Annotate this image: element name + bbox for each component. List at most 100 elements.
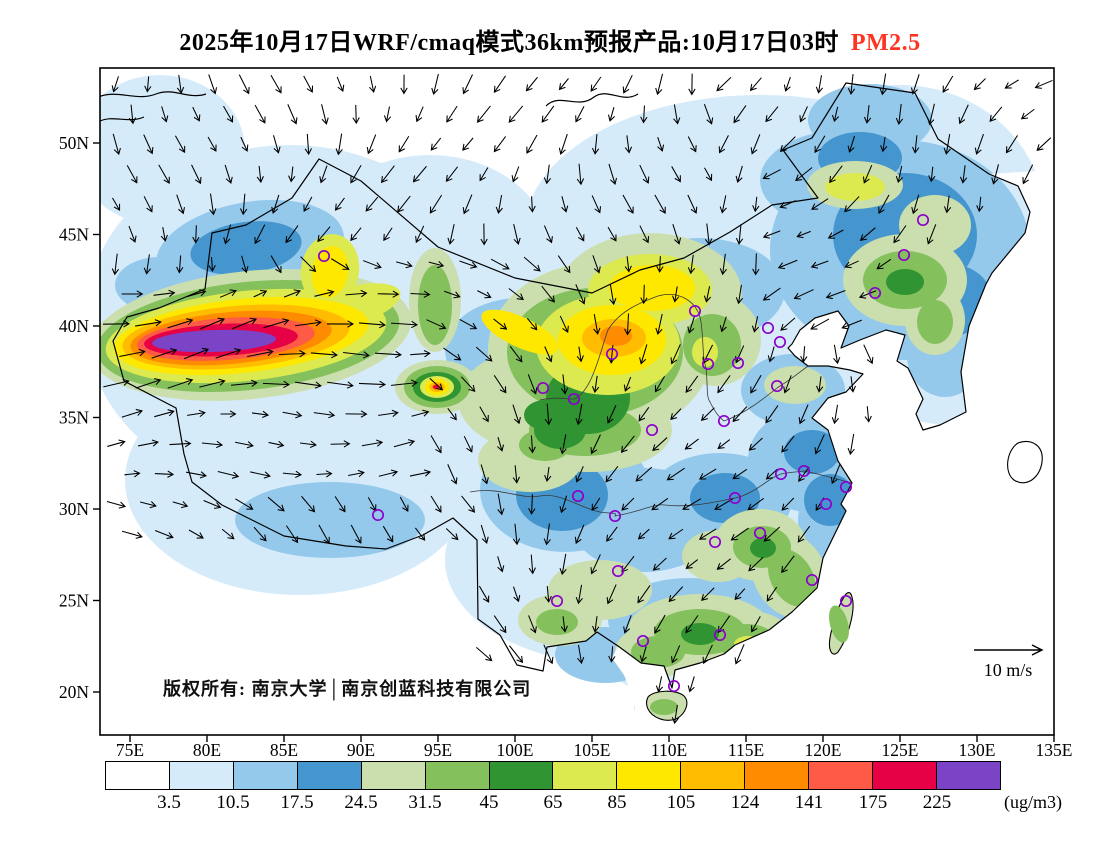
- wind-arrow: [301, 495, 316, 513]
- wind-arrow: [543, 523, 551, 546]
- wind-arrow: [262, 380, 291, 389]
- wind-arrow: [509, 645, 524, 664]
- wind-arrow: [576, 163, 585, 186]
- hainan-inner-region: [650, 699, 678, 715]
- wind-arrow: [111, 76, 119, 93]
- wind-arrow: [223, 105, 234, 123]
- wind-arrow: [544, 346, 553, 363]
- wind-arrow: [253, 289, 268, 298]
- wind-arrow: [698, 468, 717, 480]
- wind-arrow: [350, 524, 362, 544]
- wind-arrow: [639, 225, 650, 244]
- wind-arrow: [240, 136, 249, 152]
- wind-arrow: [654, 376, 665, 393]
- wind-arrow: [208, 256, 216, 273]
- wind-arrow: [624, 313, 632, 336]
- wind-arrow: [591, 497, 601, 511]
- wind-arrow: [207, 136, 217, 152]
- city-marker: [717, 414, 731, 428]
- wind-arrow: [445, 528, 459, 541]
- wind-arrow: [447, 464, 458, 485]
- wind-arrow: [591, 134, 600, 155]
- wind-arrow: [316, 470, 333, 478]
- wind-arrow: [606, 405, 617, 424]
- wind-arrow: [459, 318, 478, 330]
- wind-arrow: [378, 409, 399, 417]
- wind-arrow: [526, 317, 538, 331]
- wind-arrow: [635, 466, 653, 482]
- wind-arrow: [687, 194, 698, 214]
- wind-arrow: [174, 135, 186, 154]
- pm25-concentration-field: [100, 75, 1054, 735]
- wind-arrow: [412, 165, 427, 183]
- wind-arrow: [541, 285, 555, 303]
- wind-arrow: [655, 73, 664, 96]
- wind-arrow: [400, 74, 408, 95]
- city-marker: [805, 573, 819, 587]
- lon-label: 100E: [497, 740, 534, 760]
- wind-arrow: [765, 405, 779, 424]
- wind-arrow: [652, 557, 667, 571]
- wind-arrow: [188, 529, 204, 539]
- wind-arrow: [592, 255, 601, 274]
- wind-arrow: [844, 260, 859, 269]
- wind-arrow: [767, 346, 775, 363]
- wind-arrow: [717, 375, 731, 394]
- colorbar-cell: [361, 762, 426, 789]
- wind-arrow: [671, 645, 681, 664]
- yellow-river: [539, 294, 809, 422]
- wind-arrow: [810, 260, 829, 269]
- wind-arrow: [192, 106, 201, 122]
- wind-arrow: [655, 676, 664, 693]
- city-marker: [645, 423, 659, 437]
- kyushu-island: [1007, 441, 1043, 484]
- city-marker: [611, 564, 625, 578]
- wind-arrow: [391, 379, 418, 387]
- wind-arrow: [893, 225, 907, 244]
- wind-arrow: [716, 558, 731, 570]
- wind-arrow: [124, 470, 141, 478]
- wind-arrow: [574, 524, 585, 545]
- wind-arrow: [411, 409, 430, 417]
- wind-arrow: [348, 469, 365, 478]
- wind-arrow: [121, 530, 143, 539]
- wind-arrow: [497, 437, 505, 452]
- lon-label: 85E: [270, 740, 298, 760]
- wind-arrow: [366, 134, 377, 155]
- wind-arrow: [285, 225, 299, 244]
- wind-arrow: [239, 193, 248, 216]
- city-marker: [819, 497, 833, 511]
- wind-arrow: [656, 256, 664, 273]
- wind-arrow: [362, 260, 382, 269]
- wind-arrow: [575, 403, 583, 426]
- wind-arrow: [251, 410, 270, 418]
- wind-arrow: [704, 223, 713, 246]
- wind-arrow: [657, 137, 665, 152]
- colorbar-tick-label: 85: [607, 792, 627, 813]
- wind-arrow: [911, 135, 920, 154]
- wind-scale-label: 10 m/s: [984, 660, 1033, 680]
- wind-arrow: [943, 195, 952, 214]
- wind-arrow: [345, 410, 368, 418]
- wind-arrow: [654, 194, 666, 215]
- contour-region: [764, 366, 826, 404]
- wind-arrow: [447, 407, 457, 421]
- wind-arrow: [335, 133, 343, 156]
- wind-arrow: [135, 378, 162, 389]
- wind-arrow: [431, 73, 439, 96]
- contour-region: [886, 269, 924, 295]
- wind-arrow: [497, 493, 505, 516]
- wind-arrow: [622, 74, 633, 94]
- wind-arrow: [687, 254, 696, 275]
- wind-arrow: [160, 227, 168, 242]
- wind-arrow: [475, 346, 493, 362]
- wind-arrow: [154, 470, 175, 478]
- wind-arrow: [621, 497, 635, 511]
- wind-arrow: [827, 229, 844, 239]
- wind-arrow: [735, 284, 743, 305]
- wind-arrow: [687, 136, 697, 153]
- wind-arrow: [343, 351, 370, 359]
- wind-arrow: [1034, 79, 1053, 89]
- wind-arrow: [623, 376, 632, 392]
